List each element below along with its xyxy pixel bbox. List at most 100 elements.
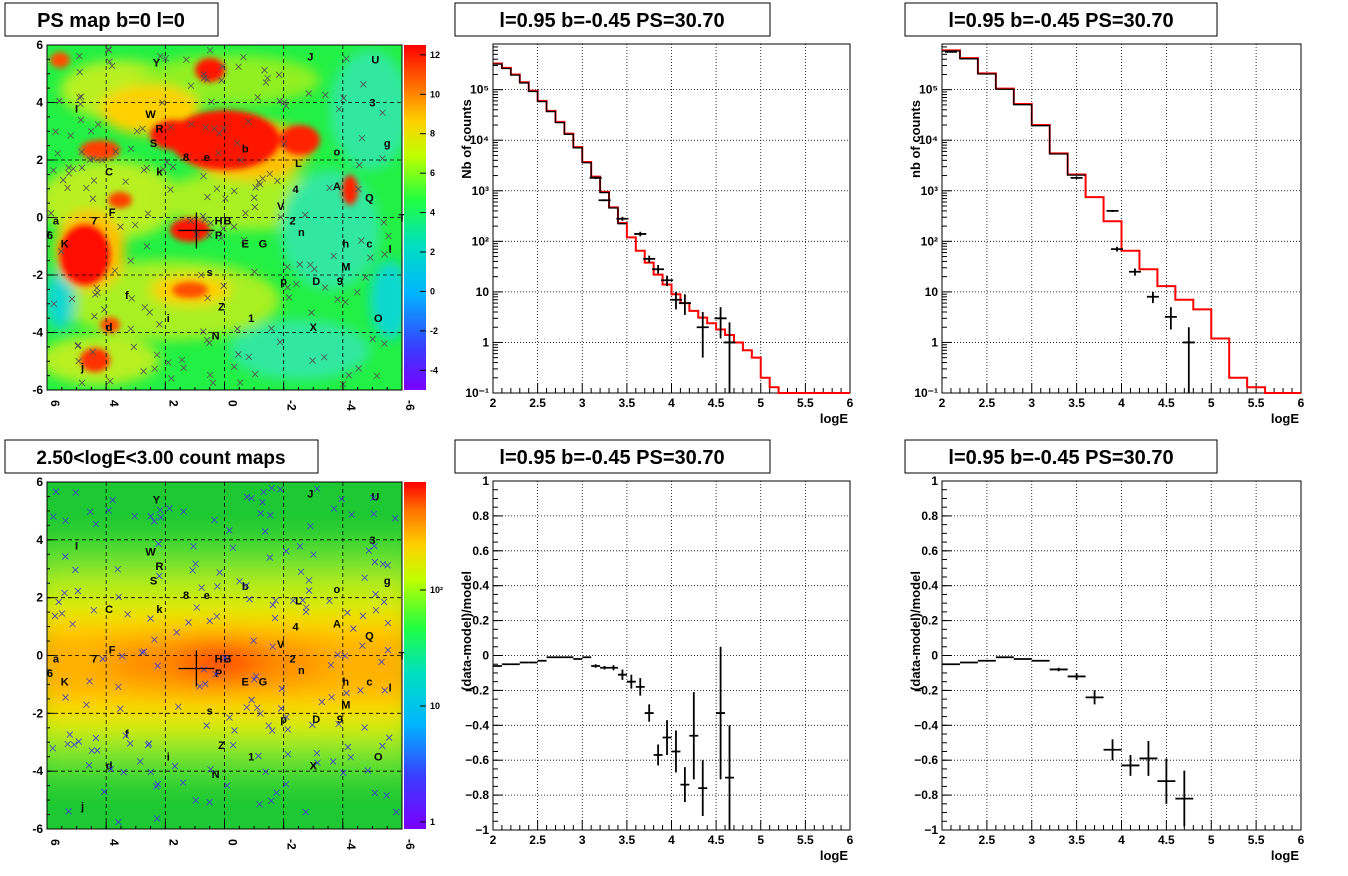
data-point: [589, 176, 602, 180]
count-map-source-marker: [343, 689, 350, 697]
count-map-source-label: 3: [369, 535, 375, 547]
count-map-source-marker: [248, 494, 255, 502]
ps-map-source-marker: [236, 379, 244, 386]
x-axis-label: logE: [820, 411, 848, 426]
count-map-source-label: B: [223, 653, 231, 665]
count-map-source-marker: [260, 488, 268, 496]
ps-map-source-marker: [251, 203, 259, 211]
ps-map-source-marker: [183, 56, 190, 64]
count-map-source-label: n: [298, 665, 305, 677]
colorbar-tick-label: 10: [430, 89, 440, 99]
count-map-source-label: g: [384, 575, 391, 587]
count-map-source-marker: [203, 722, 210, 729]
ps-map-source-marker: [230, 187, 238, 195]
count-map-source-marker: [66, 731, 74, 738]
ps-map-source-marker: [151, 365, 158, 373]
ps-map-source-marker: [140, 368, 147, 375]
ps-map-source-marker: [187, 82, 195, 90]
count-map-source-label: Q: [365, 630, 374, 642]
ps-map-source-label: s: [207, 267, 213, 279]
count-map-source-marker: [49, 744, 57, 752]
y-tick-label: −0.8: [465, 788, 489, 802]
count-map-source-marker: [138, 649, 146, 656]
y-axis-label: nb of counts: [908, 100, 923, 178]
count-map-source-marker: [384, 619, 392, 627]
ps-map-source-marker: [355, 161, 363, 169]
ps-map-source-marker: [206, 371, 214, 379]
count-map-source-label: P: [215, 668, 222, 680]
count-map-source-marker: [58, 610, 66, 617]
count-map-source-marker: [124, 610, 131, 618]
residual-point: [653, 744, 663, 766]
ps-map-source-marker: [91, 313, 98, 320]
ps-map-source-marker: [50, 300, 58, 308]
ps-map-source-marker: [76, 52, 83, 60]
res-bm-title-box: l=0.95 b=-0.45 PS=30.70: [454, 439, 771, 474]
x-tick-label: 4.5: [1158, 396, 1175, 410]
ps-map-source-marker: [75, 357, 82, 365]
count-map-source-marker: [117, 705, 124, 713]
residual-point: [671, 730, 681, 773]
y-tick-label: 0: [931, 649, 938, 663]
count-map-source-marker: [153, 815, 161, 822]
ps-map-source-marker: [367, 254, 374, 261]
count-map-source-marker: [305, 577, 313, 584]
count-map-source-marker: [90, 606, 98, 614]
count-map-source-marker: [144, 741, 152, 749]
ps-map-source-marker: [230, 223, 238, 230]
ps-map-source-marker: [204, 294, 211, 302]
count-map-source-label: 7: [91, 653, 97, 665]
count-map-source-marker: [313, 749, 321, 757]
count-map-source-label: d: [106, 760, 113, 772]
count-map-source-label: 9: [337, 714, 343, 726]
ps-map-source-marker: [369, 335, 376, 343]
ps-map-source-label: S: [150, 138, 157, 150]
count-map-source-marker: [392, 808, 400, 816]
ps-map-xtick-label: 4: [107, 400, 121, 407]
count-map-source-marker: [154, 662, 161, 670]
ps-map-source-marker: [355, 185, 362, 193]
data-point: [1070, 176, 1083, 180]
ps-map-source-label: J: [307, 52, 313, 64]
y-tick-label: −0.2: [465, 683, 489, 697]
residual-point: [725, 725, 734, 830]
ps-map-source-marker: [87, 127, 95, 135]
data-point: [661, 275, 674, 287]
x-tick-label: 2.5: [529, 833, 546, 847]
x-tick-label: 2: [939, 833, 946, 847]
count-map-source-marker: [350, 625, 357, 632]
ps-map-source-marker: [106, 58, 113, 65]
count-map-source-marker: [74, 587, 82, 595]
ps-map-source-marker: [221, 195, 229, 202]
ps-map-title-box: PS map b=0 l=0: [4, 2, 219, 37]
count-map-source-marker: [381, 687, 389, 694]
ps-map-source-marker: [111, 267, 119, 274]
ps-map-source-marker: [343, 55, 350, 63]
count-map-source-marker: [192, 560, 199, 568]
ps-map-source-marker: [94, 121, 102, 128]
ps-map-source-marker: [240, 53, 247, 61]
x-tick-label: 4: [668, 396, 675, 410]
count-map-source-marker: [257, 710, 264, 717]
count-map-source-marker: [347, 753, 355, 761]
ps-map-source-marker: [242, 209, 249, 217]
count-map-source-marker: [216, 569, 223, 576]
count-map-source-marker: [248, 696, 255, 704]
ps-map-source-marker: [259, 175, 267, 182]
ps-map-source-marker: [188, 120, 195, 128]
residual-point: [617, 669, 627, 680]
ps-map-source-label: 8: [183, 152, 189, 164]
count-map-source-marker: [380, 598, 388, 606]
count-map-source-marker: [156, 506, 164, 514]
count-map-source-marker: [361, 574, 368, 582]
count-map-source-marker: [88, 747, 96, 754]
ps-map-source-label: 4: [292, 184, 299, 196]
count-map-source-marker: [86, 677, 93, 685]
ps-map-source-marker: [93, 284, 101, 292]
x-tick-label: 5.5: [797, 833, 814, 847]
count-map-source-marker: [155, 540, 162, 548]
count-map-source-marker: [99, 655, 107, 663]
count-map-xtick-label: 2: [166, 839, 180, 846]
ps-map-source-marker: [187, 217, 194, 225]
x-tick-label: 4: [1118, 833, 1125, 847]
